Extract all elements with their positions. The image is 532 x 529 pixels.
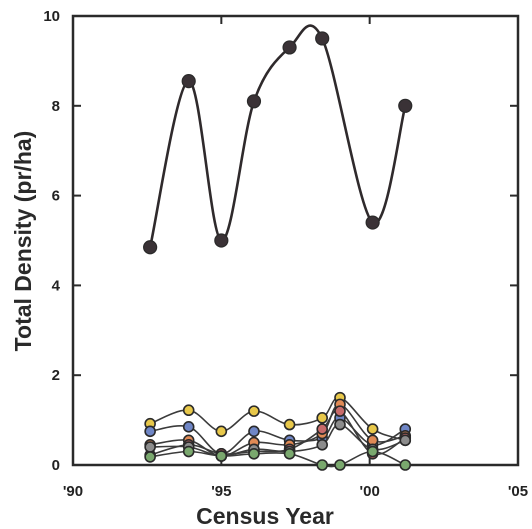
data-point xyxy=(366,445,379,458)
data-point xyxy=(283,447,296,460)
axis-tick-labels: 0 2 4 6 8 10 '90 '95 '00 '05 xyxy=(43,8,528,500)
data-point xyxy=(144,451,156,463)
data-point xyxy=(144,441,156,453)
x-axis-title: Census Year xyxy=(196,503,334,529)
series-0 xyxy=(143,24,413,255)
data-point xyxy=(334,418,346,431)
x-tick-label: '05 xyxy=(508,483,528,500)
series-line xyxy=(149,396,406,442)
data-point xyxy=(248,425,260,438)
series-line xyxy=(148,24,407,248)
data-point xyxy=(248,447,260,460)
data-point xyxy=(215,450,228,462)
plot-frame xyxy=(71,14,520,467)
data-point xyxy=(316,412,329,424)
data-point xyxy=(248,405,260,417)
data-point xyxy=(246,94,262,109)
data-point xyxy=(181,74,196,89)
data-point xyxy=(365,215,380,230)
y-tick-label: 8 xyxy=(52,98,60,115)
y-tick-label: 4 xyxy=(52,277,61,294)
data-point xyxy=(282,40,297,55)
x-tick-label: '00 xyxy=(360,483,380,500)
data-point xyxy=(315,31,330,46)
y-tick-label: 10 xyxy=(43,8,60,25)
y-tick-label: 6 xyxy=(52,188,60,205)
data-point xyxy=(399,459,412,471)
y-tick-label: 2 xyxy=(52,367,60,384)
y-tick-label: 0 xyxy=(52,457,60,474)
data-point xyxy=(334,405,346,417)
data-point xyxy=(182,445,195,458)
data-point xyxy=(316,459,329,471)
x-tick-label: '95 xyxy=(211,483,231,500)
data-point xyxy=(144,425,156,438)
data-point xyxy=(334,459,346,471)
y-axis-title: Total Density (pr/ha) xyxy=(10,131,36,352)
data-point xyxy=(316,438,329,451)
data-point xyxy=(399,434,412,447)
data-point xyxy=(398,98,413,113)
data-point xyxy=(182,404,195,417)
data-point xyxy=(214,233,229,248)
series-layer xyxy=(143,24,413,471)
data-point xyxy=(215,425,228,438)
data-point xyxy=(143,240,158,255)
axis-ticks xyxy=(72,15,519,466)
data-point xyxy=(182,421,195,433)
series-6 xyxy=(144,445,412,471)
data-point xyxy=(283,418,296,431)
data-point xyxy=(316,423,329,435)
data-point xyxy=(366,423,379,435)
x-tick-label: '90 xyxy=(63,483,83,500)
